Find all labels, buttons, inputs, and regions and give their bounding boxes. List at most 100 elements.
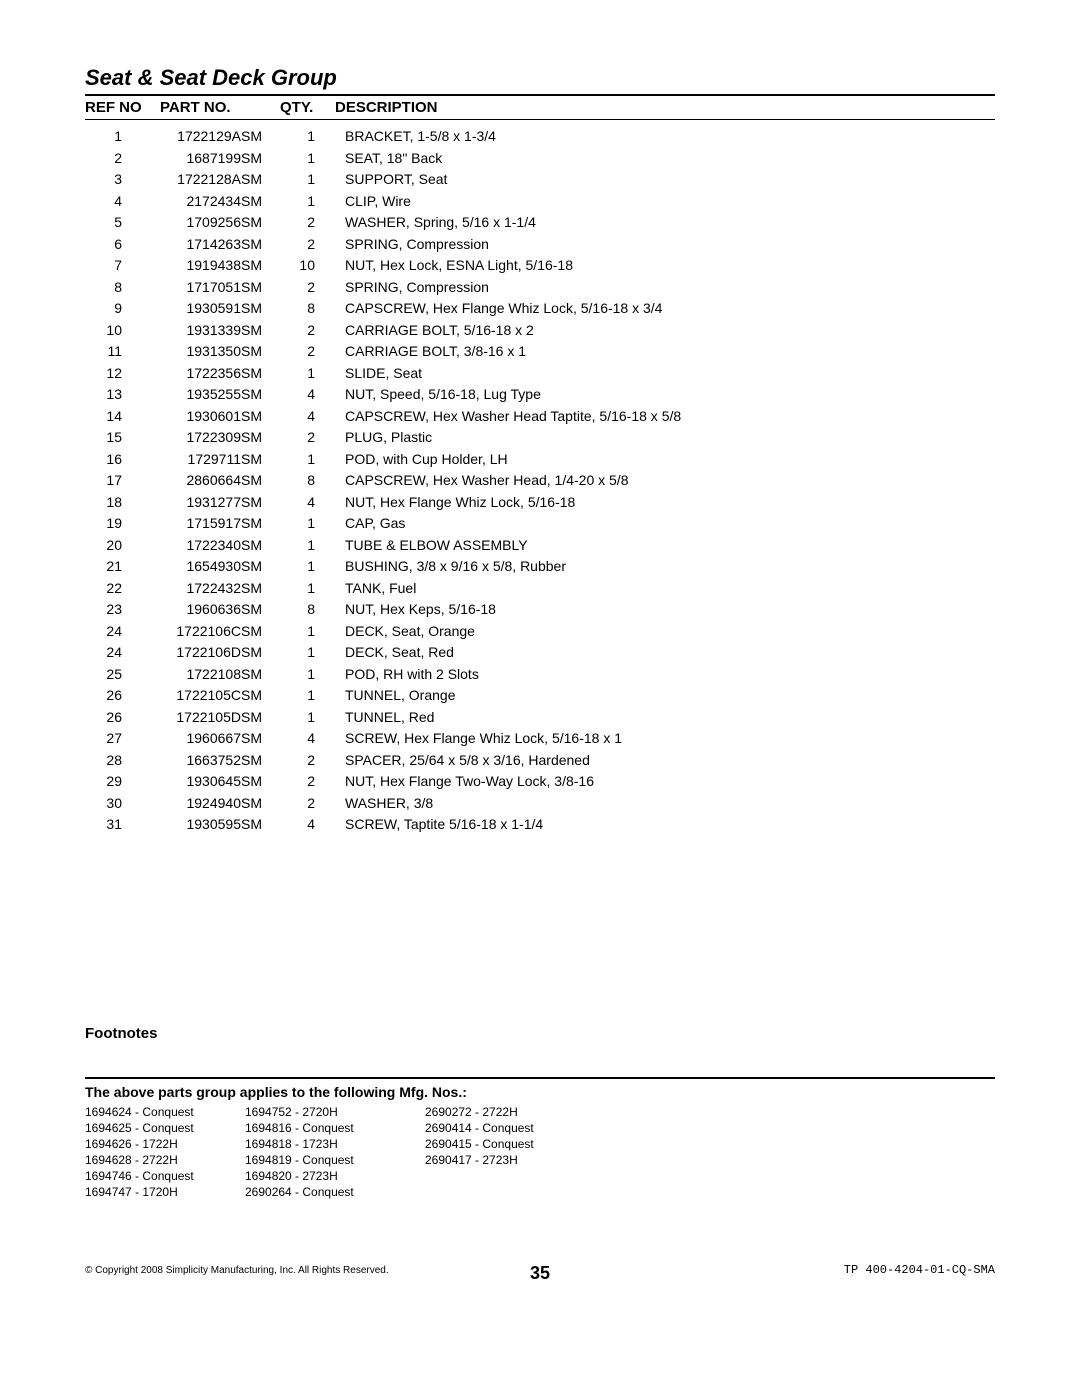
cell-qty: 1 xyxy=(280,535,335,557)
cell-part: 1722106DSM xyxy=(160,642,280,664)
table-row: 131935255SM4NUT, Speed, 5/16-18, Lug Typ… xyxy=(85,384,995,406)
cell-qty: 2 xyxy=(280,341,335,363)
cell-desc: DECK, Seat, Red xyxy=(335,642,995,664)
table-row: 172860664SM8CAPSCREW, Hex Washer Head, 1… xyxy=(85,470,995,492)
cell-qty: 1 xyxy=(280,126,335,148)
cell-desc: TUNNEL, Red xyxy=(335,707,995,729)
cell-qty: 4 xyxy=(280,384,335,406)
cell-part: 1722105CSM xyxy=(160,685,280,707)
cell-desc: CAP, Gas xyxy=(335,513,995,535)
cell-desc: SLIDE, Seat xyxy=(335,363,995,385)
header-desc: DESCRIPTION xyxy=(335,99,995,116)
cell-part: 1722128ASM xyxy=(160,169,280,191)
table-row: 201722340SM1TUBE & ELBOW ASSEMBLY xyxy=(85,535,995,557)
table-row: 61714263SM2SPRING, Compression xyxy=(85,234,995,256)
cell-qty: 2 xyxy=(280,212,335,234)
table-row: 261722105CSM1TUNNEL, Orange xyxy=(85,685,995,707)
cell-desc: SUPPORT, Seat xyxy=(335,169,995,191)
mfg-title: The above parts group applies to the fol… xyxy=(85,1084,995,1100)
table-row: 81717051SM2SPRING, Compression xyxy=(85,277,995,299)
cell-desc: NUT, Hex Lock, ESNA Light, 5/16-18 xyxy=(335,255,995,277)
cell-part: 1930595SM xyxy=(160,814,280,836)
cell-qty: 1 xyxy=(280,363,335,385)
cell-ref: 26 xyxy=(85,707,160,729)
cell-qty: 2 xyxy=(280,793,335,815)
table-row: 211654930SM1BUSHING, 3/8 x 9/16 x 5/8, R… xyxy=(85,556,995,578)
mfg-entry: 1694747 - 1720H xyxy=(85,1184,245,1200)
cell-qty: 8 xyxy=(280,298,335,320)
cell-qty: 1 xyxy=(280,169,335,191)
group-title: Seat & Seat Deck Group xyxy=(85,65,995,91)
table-row: 11722129ASM1BRACKET, 1-5/8 x 1-3/4 xyxy=(85,126,995,148)
footnotes-title: Footnotes xyxy=(85,1025,995,1042)
cell-ref: 31 xyxy=(85,814,160,836)
table-row: 31722128ASM1SUPPORT, Seat xyxy=(85,169,995,191)
copyright-text: © Copyright 2008 Simplicity Manufacturin… xyxy=(85,1265,389,1276)
table-row: 42172434SM1CLIP, Wire xyxy=(85,191,995,213)
cell-part: 1930591SM xyxy=(160,298,280,320)
cell-part: 1931339SM xyxy=(160,320,280,342)
cell-part: 1729711SM xyxy=(160,449,280,471)
mfg-column: 1694624 - Conquest1694625 - Conquest1694… xyxy=(85,1104,245,1200)
cell-desc: CARRIAGE BOLT, 5/16-18 x 2 xyxy=(335,320,995,342)
cell-qty: 2 xyxy=(280,234,335,256)
cell-ref: 28 xyxy=(85,750,160,772)
cell-ref: 8 xyxy=(85,277,160,299)
cell-qty: 4 xyxy=(280,728,335,750)
cell-ref: 19 xyxy=(85,513,160,535)
cell-ref: 1 xyxy=(85,126,160,148)
mfg-column: 1694752 - 2720H1694816 - Conquest1694818… xyxy=(245,1104,425,1200)
cell-ref: 24 xyxy=(85,642,160,664)
table-row: 261722105DSM1TUNNEL, Red xyxy=(85,707,995,729)
table-row: 271960667SM4SCREW, Hex Flange Whiz Lock,… xyxy=(85,728,995,750)
cell-desc: NUT, Speed, 5/16-18, Lug Type xyxy=(335,384,995,406)
cell-qty: 4 xyxy=(280,492,335,514)
cell-ref: 20 xyxy=(85,535,160,557)
cell-ref: 23 xyxy=(85,599,160,621)
cell-part: 1722309SM xyxy=(160,427,280,449)
cell-desc: DECK, Seat, Orange xyxy=(335,621,995,643)
cell-ref: 3 xyxy=(85,169,160,191)
cell-qty: 1 xyxy=(280,556,335,578)
cell-qty: 1 xyxy=(280,707,335,729)
cell-qty: 1 xyxy=(280,621,335,643)
cell-part: 1722432SM xyxy=(160,578,280,600)
cell-ref: 16 xyxy=(85,449,160,471)
cell-ref: 10 xyxy=(85,320,160,342)
cell-part: 1935255SM xyxy=(160,384,280,406)
table-row: 241722106DSM1DECK, Seat, Red xyxy=(85,642,995,664)
table-row: 231960636SM8NUT, Hex Keps, 5/16-18 xyxy=(85,599,995,621)
table-row: 291930645SM2NUT, Hex Flange Two-Way Lock… xyxy=(85,771,995,793)
cell-qty: 1 xyxy=(280,148,335,170)
table-row: 141930601SM4CAPSCREW, Hex Washer Head Ta… xyxy=(85,406,995,428)
cell-qty: 2 xyxy=(280,427,335,449)
cell-part: 1722129ASM xyxy=(160,126,280,148)
cell-part: 1722340SM xyxy=(160,535,280,557)
mfg-entry: 2690264 - Conquest xyxy=(245,1184,425,1200)
cell-desc: TANK, Fuel xyxy=(335,578,995,600)
cell-desc: CAPSCREW, Hex Flange Whiz Lock, 5/16-18 … xyxy=(335,298,995,320)
mfg-entry: 1694819 - Conquest xyxy=(245,1152,425,1168)
cell-part: 2172434SM xyxy=(160,191,280,213)
cell-ref: 18 xyxy=(85,492,160,514)
cell-ref: 24 xyxy=(85,621,160,643)
cell-ref: 12 xyxy=(85,363,160,385)
header-part: PART NO. xyxy=(160,99,280,116)
cell-desc: CLIP, Wire xyxy=(335,191,995,213)
cell-desc: BUSHING, 3/8 x 9/16 x 5/8, Rubber xyxy=(335,556,995,578)
cell-ref: 7 xyxy=(85,255,160,277)
mfg-entry: 1694624 - Conquest xyxy=(85,1104,245,1120)
cell-part: 1722108SM xyxy=(160,664,280,686)
header-rule-bottom xyxy=(85,119,995,120)
cell-desc: TUBE & ELBOW ASSEMBLY xyxy=(335,535,995,557)
table-row: 121722356SM1SLIDE, Seat xyxy=(85,363,995,385)
cell-desc: SPRING, Compression xyxy=(335,277,995,299)
cell-ref: 15 xyxy=(85,427,160,449)
cell-part: 1960667SM xyxy=(160,728,280,750)
cell-part: 1931350SM xyxy=(160,341,280,363)
cell-part: 1717051SM xyxy=(160,277,280,299)
cell-desc: SCREW, Taptite 5/16-18 x 1-1/4 xyxy=(335,814,995,836)
cell-ref: 30 xyxy=(85,793,160,815)
header-qty: QTY. xyxy=(280,99,335,116)
mfg-entry: 1694746 - Conquest xyxy=(85,1168,245,1184)
